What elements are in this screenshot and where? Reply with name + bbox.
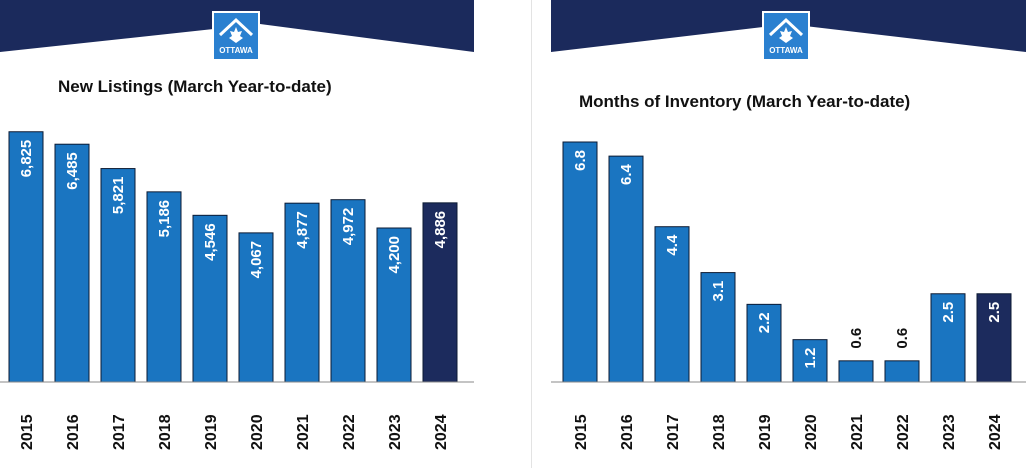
tick-label-2016: 2016 [65,414,82,450]
bar-2023 [376,227,412,383]
bar-2016 [54,143,90,383]
chart-title: Months of Inventory (March Year-to-date) [579,92,911,111]
value-label-2018: 3.1 [710,281,727,302]
header-band [551,0,1026,52]
bar-2020 [238,232,274,383]
tick-label-2016: 2016 [619,414,636,450]
tick-label-2017: 2017 [111,414,128,450]
value-label-2017: 5,821 [110,177,127,215]
ottawa-real-estate-board-logo: OTTAWA [212,11,260,61]
tick-label-2018: 2018 [157,414,174,450]
bar-2022 [330,199,366,383]
bar-2020 [792,339,828,383]
bar-2018 [146,191,182,383]
ottawa-real-estate-board-logo: OTTAWA [762,11,810,61]
tick-label-2022: 2022 [341,414,358,450]
bar-2024 [422,202,458,383]
value-label-2020: 4,067 [248,241,265,279]
tick-label-2022: 2022 [895,414,912,450]
chart-title: New Listings (March Year-to-date) [58,77,332,96]
tick-label-2015: 2015 [573,414,590,450]
bar-2023 [930,293,966,383]
value-label-2018: 5,186 [156,200,173,238]
panel-divider [531,0,532,468]
bar-2024 [976,293,1012,383]
new-listings-bar-chart: 6,825 2015 6,485 2016 5,821 2017 5,186 2018 4,54… [0,131,474,450]
tick-label-2021: 2021 [295,414,312,450]
tick-label-2023: 2023 [387,414,404,450]
months-of-inventory-bar-chart: 6.8 2015 6.4 2016 4.4 2017 3.1 2018 2.2 2019 1.2 20… [551,141,1026,450]
value-label-2021: 4,877 [294,211,311,249]
value-label-2023: 4,200 [386,236,403,274]
tick-label-2020: 2020 [803,414,820,450]
bar-2015 [562,141,598,383]
bar-2017 [100,168,136,383]
bar-2016 [608,155,644,383]
value-label-2024: 2.5 [986,302,1003,323]
tick-label-2017: 2017 [665,414,682,450]
tick-label-2015: 2015 [19,414,36,450]
value-label-2022: 4,972 [340,208,357,246]
tick-label-2024: 2024 [433,414,450,450]
bar-2018 [700,272,736,383]
value-label-2015: 6.8 [572,150,589,171]
bar-2021 [284,202,320,383]
value-label-2022: 0.6 [894,328,911,349]
value-label-2019: 4,546 [202,223,219,261]
value-label-2024: 4,886 [432,211,449,249]
logo-text: OTTAWA [769,46,803,55]
new-listings-panel: OTTAWA New Listings (March Year-to-date)… [0,0,474,468]
months-of-inventory-panel: OTTAWA Months of Inventory (March Year-t… [551,0,1026,468]
tick-label-2023: 2023 [941,414,958,450]
tick-label-2020: 2020 [249,414,266,450]
value-label-2016: 6,485 [64,152,81,190]
tick-label-2019: 2019 [757,414,774,450]
tick-label-2024: 2024 [987,414,1004,450]
value-label-2023: 2.5 [940,302,957,323]
tick-label-2021: 2021 [849,414,866,450]
value-label-2021: 0.6 [848,328,865,349]
bar-2019 [746,303,782,383]
tick-label-2018: 2018 [711,414,728,450]
bar-2021 [838,360,874,383]
logo-text: OTTAWA [219,46,253,55]
tick-label-2019: 2019 [203,414,220,450]
bar-2022 [884,360,920,383]
bar-2017 [654,226,690,383]
value-label-2015: 6,825 [18,140,35,178]
value-label-2016: 6.4 [618,163,635,185]
house-maple-leaf-icon: OTTAWA [218,17,253,55]
value-label-2017: 4.4 [664,234,681,256]
value-label-2020: 1.2 [802,348,819,369]
value-label-2019: 2.2 [756,312,773,333]
house-maple-leaf-icon: OTTAWA [768,17,803,55]
bar-2019 [192,214,228,383]
